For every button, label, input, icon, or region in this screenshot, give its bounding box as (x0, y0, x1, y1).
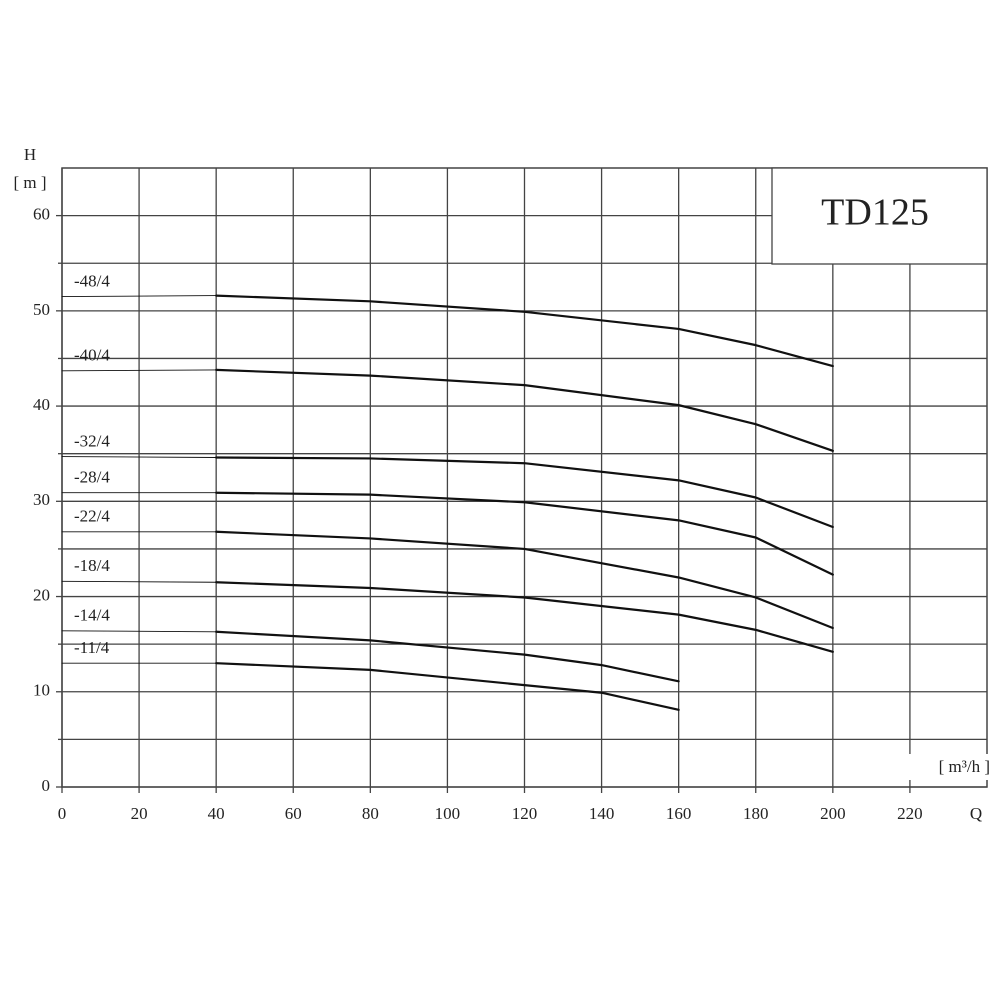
pump-curve (215, 530, 834, 630)
curve-extension (61, 630, 217, 633)
chart-title: TD125 (821, 192, 929, 234)
x-tick-label: 120 (512, 804, 538, 823)
curve-label: -48/4 (74, 271, 110, 290)
x-tick-label: 100 (435, 804, 461, 823)
curve-label: -22/4 (74, 507, 110, 526)
pump-curve (215, 581, 834, 653)
x-tick-label: 200 (820, 804, 846, 823)
y-tick-label: 0 (42, 776, 51, 795)
y-unit: [ m ] (13, 173, 46, 192)
x-tick-label: 80 (362, 804, 379, 823)
pump-curve (215, 662, 680, 711)
y-tick-label: 10 (33, 681, 50, 700)
x-tick-label: 60 (285, 804, 302, 823)
x-tick-label: 180 (743, 804, 769, 823)
x-tick-label: 0 (58, 804, 67, 823)
curve-label: -11/4 (74, 638, 110, 657)
curve-label: -18/4 (74, 556, 110, 575)
x-tick-label: 160 (666, 804, 692, 823)
curve-label: -28/4 (74, 468, 110, 487)
y-tick-label: 20 (33, 585, 50, 604)
curve-label: -40/4 (74, 346, 110, 365)
x-unit: [ m³/h ] (939, 757, 990, 776)
y-tick-label: 40 (33, 395, 50, 414)
pump-curve (215, 368, 834, 452)
curve-extension (61, 580, 217, 583)
y-tick-label: 60 (33, 205, 50, 224)
curve-extension (61, 456, 217, 458)
x-tick-label: 220 (897, 804, 923, 823)
x-label: Q (970, 804, 982, 823)
pump-curve (215, 294, 834, 368)
y-tick-label: 30 (33, 490, 50, 509)
x-tick-label: 40 (208, 804, 225, 823)
x-unit-bg (908, 754, 992, 780)
x-tick-label: 140 (589, 804, 615, 823)
x-tick-label: 20 (131, 804, 148, 823)
pump-curve (215, 630, 680, 683)
curve-label: -14/4 (74, 606, 110, 625)
curve-extension (61, 369, 217, 372)
pump-curve (215, 456, 834, 529)
curve-extension (61, 295, 217, 298)
curve-label: -32/4 (74, 431, 110, 450)
y-label: H (24, 145, 36, 164)
title-box (771, 167, 988, 265)
y-tick-label: 50 (33, 300, 50, 319)
pump-curve (215, 491, 834, 576)
